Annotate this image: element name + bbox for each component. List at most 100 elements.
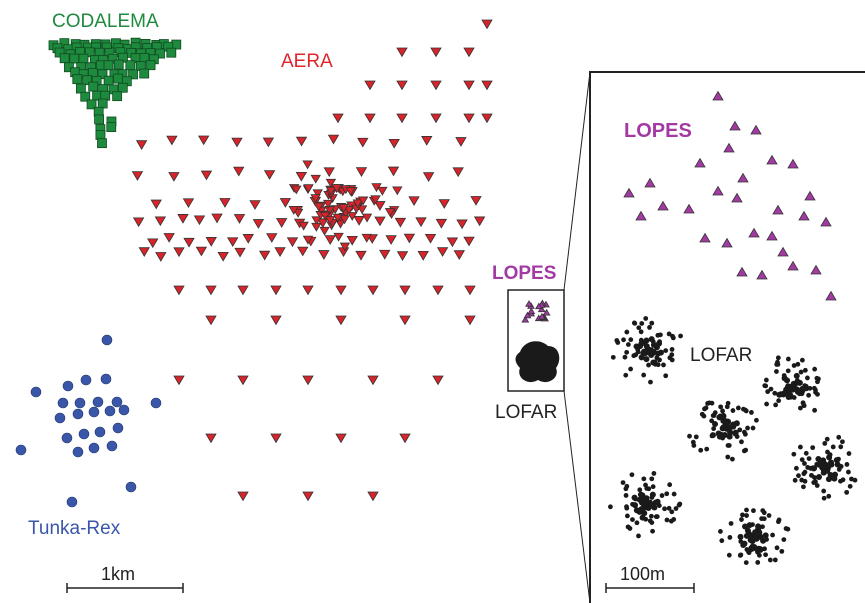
aera-antenna-marker [364, 113, 376, 124]
lofar-antenna-dot [621, 337, 626, 343]
lofar-core-dot [749, 545, 756, 552]
lofar-antenna-dot [791, 451, 797, 457]
lofar-antenna-dot [712, 410, 718, 416]
zoom-line-bottom [563, 390, 591, 603]
lofar-antenna-dot [624, 504, 629, 510]
tunka-rex-antenna-marker [66, 496, 78, 508]
lofar-antenna-dot [830, 444, 836, 450]
codalema-antenna-marker [125, 60, 136, 71]
codalema-antenna-marker [103, 75, 114, 86]
aera-antenna-marker [325, 186, 337, 196]
aera-antenna-marker [335, 315, 347, 326]
lofar-antenna-dot [691, 443, 697, 448]
aera-antenna-marker [183, 237, 195, 248]
lofar-antenna-dot [812, 366, 818, 372]
aera-antenna-marker [297, 246, 309, 257]
aera-antenna-marker [357, 137, 369, 148]
lofar-antenna-dot [662, 506, 667, 512]
lofar-antenna-dot [781, 537, 787, 543]
lofar-antenna-dot [651, 471, 657, 476]
lofar-core-dot [740, 542, 747, 549]
aera-antenna-marker [432, 285, 444, 296]
lofar-antenna-dot [772, 390, 778, 396]
lofar-antenna-dot [822, 441, 828, 446]
aera-antenna-marker [279, 198, 292, 208]
lofar-core-dot [776, 391, 783, 398]
lofar-antenna-dot [737, 552, 743, 558]
lopes-antenna-marker [534, 302, 543, 310]
lofar-antenna-dot [751, 508, 756, 514]
aera-antenna-marker [311, 216, 322, 226]
lofar-core-dot [752, 530, 759, 537]
mini-lopes-markers [521, 299, 551, 323]
aera-antenna-marker [399, 433, 411, 444]
lofar-antenna-dot [847, 483, 853, 489]
lofar-antenna-dot [702, 406, 707, 412]
tunka-rex-antenna-marker [30, 386, 42, 398]
aera-antenna-marker [339, 215, 350, 225]
aera-antenna-marker [325, 178, 337, 188]
aera-antenna-marker [470, 196, 482, 206]
lofar-antenna-dot [799, 357, 805, 363]
lofar-antenna-dot [729, 456, 735, 462]
aera-antenna-marker [132, 217, 145, 228]
aera-antenna-marker [463, 113, 475, 124]
lofar-core-dot [811, 465, 818, 472]
lofar-antenna-dot [744, 507, 749, 513]
codalema-antenna-marker [97, 138, 107, 149]
lofar-core-dot [745, 530, 752, 537]
lofar-antenna-dot [625, 342, 631, 347]
lofar-antenna-dot [762, 546, 767, 552]
aera-antenna-marker [333, 232, 344, 242]
lopes-antenna-marker [737, 172, 749, 183]
aera-antenna-marker [195, 246, 208, 257]
lofar-antenna-dot [687, 433, 692, 439]
lopes-label: LOPES [492, 263, 556, 284]
lofar-antenna-dot [693, 434, 699, 440]
lofar-antenna-dot [649, 520, 655, 525]
lofar-antenna-dot [648, 379, 653, 385]
tunka-rex-antenna-marker [88, 406, 100, 418]
aera-antenna-marker [453, 250, 465, 260]
aera-antenna-marker [463, 236, 475, 247]
aera-antenna-marker [335, 433, 347, 444]
lofar-antenna-dot [776, 517, 782, 523]
aera-antenna-marker [332, 213, 344, 223]
inset-frame [589, 71, 865, 603]
aera-antenna-marker [324, 206, 335, 215]
aera-antenna-marker [147, 238, 159, 249]
lofar-core-dot [742, 523, 749, 530]
lofar-core-dot [793, 372, 800, 379]
aera-antenna-marker [481, 113, 493, 124]
tunka-rex-antenna-marker [15, 444, 27, 456]
lofar-core-dot [715, 430, 722, 437]
lofar-core-dot [795, 388, 802, 395]
lofar-antenna-dot [739, 517, 744, 522]
aera-antenna-marker [396, 251, 409, 261]
aera-antenna-marker [288, 206, 299, 215]
lofar-core-dot [721, 432, 728, 439]
aera-antenna-marker [367, 375, 379, 386]
lofar-antenna-dot [663, 348, 669, 353]
lofar-core-dot [656, 340, 663, 347]
lofar-antenna-dot [620, 480, 626, 486]
lopes-antenna-marker [525, 300, 533, 307]
lofar-antenna-dot [797, 444, 803, 450]
lofar-antenna-dot [760, 524, 765, 530]
lopes-antenna-marker [712, 185, 724, 196]
tunka-rex-antenna-marker [106, 440, 118, 452]
aera-antenna-marker [347, 212, 358, 221]
aera-antenna-marker [295, 136, 308, 147]
lofar-antenna-dot [625, 513, 630, 519]
lofar-antenna-dot [765, 389, 771, 395]
lofar-antenna-dot [806, 456, 812, 461]
lofar-antenna-dot [838, 444, 844, 450]
aera-antenna-marker [355, 167, 368, 177]
lofar-core-dot [737, 533, 744, 540]
lopes-antenna-marker [787, 158, 799, 169]
lofar-antenna-dot [669, 347, 675, 352]
aera-antenna-marker [367, 285, 379, 296]
lofar-antenna-dot [812, 407, 818, 413]
lofar-antenna-dot [671, 491, 677, 497]
lopes-antenna-marker [523, 311, 532, 319]
